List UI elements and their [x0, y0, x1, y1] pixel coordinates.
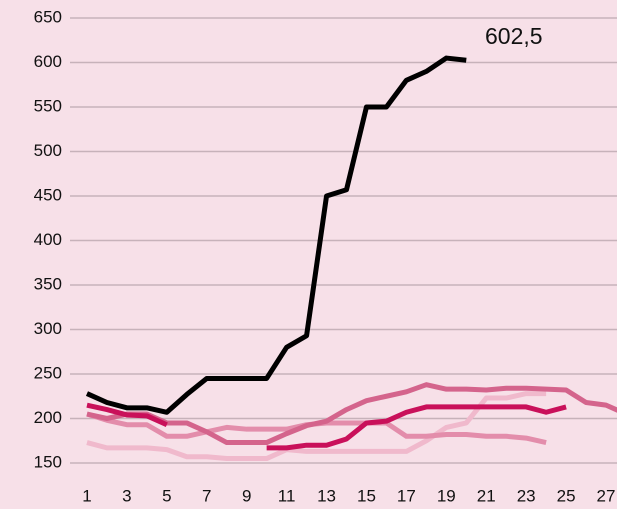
series-line — [86, 382, 617, 446]
x-tick-label: 23 — [517, 486, 536, 505]
y-tick-label: 500 — [34, 141, 62, 160]
y-tick-label: 400 — [34, 230, 62, 249]
y-tick-label: 650 — [34, 7, 62, 26]
y-tick-label: 600 — [34, 52, 62, 71]
x-tick-label: 1 — [82, 486, 91, 505]
x-tick-label: 21 — [477, 486, 496, 505]
x-tick-label: 11 — [278, 486, 296, 505]
series-line — [86, 391, 547, 462]
y-tick-label: 250 — [34, 363, 62, 382]
annotation: 602,5 — [485, 23, 543, 49]
x-tick-label: 15 — [357, 486, 376, 505]
x-tick-label: 9 — [242, 486, 251, 505]
y-tick-label: 450 — [34, 185, 62, 204]
y-tick-label: 550 — [34, 96, 62, 115]
y-tick-label: 200 — [34, 408, 62, 427]
x-tick-label: 27 — [597, 486, 616, 505]
y-tick-label: 350 — [34, 274, 62, 293]
x-tick-label: 13 — [317, 486, 336, 505]
y-tick-label: 300 — [34, 319, 62, 338]
x-tick-label: 3 — [122, 486, 131, 505]
x-tick-label: 19 — [437, 486, 456, 505]
x-tick-label: 7 — [202, 486, 211, 505]
y-tick-label: 150 — [34, 452, 62, 471]
x-tick-label: 25 — [557, 486, 576, 505]
series-line — [85, 55, 467, 415]
x-tick-label: 5 — [162, 486, 171, 505]
series-line — [86, 402, 567, 451]
x-tick-label: 17 — [397, 486, 416, 505]
